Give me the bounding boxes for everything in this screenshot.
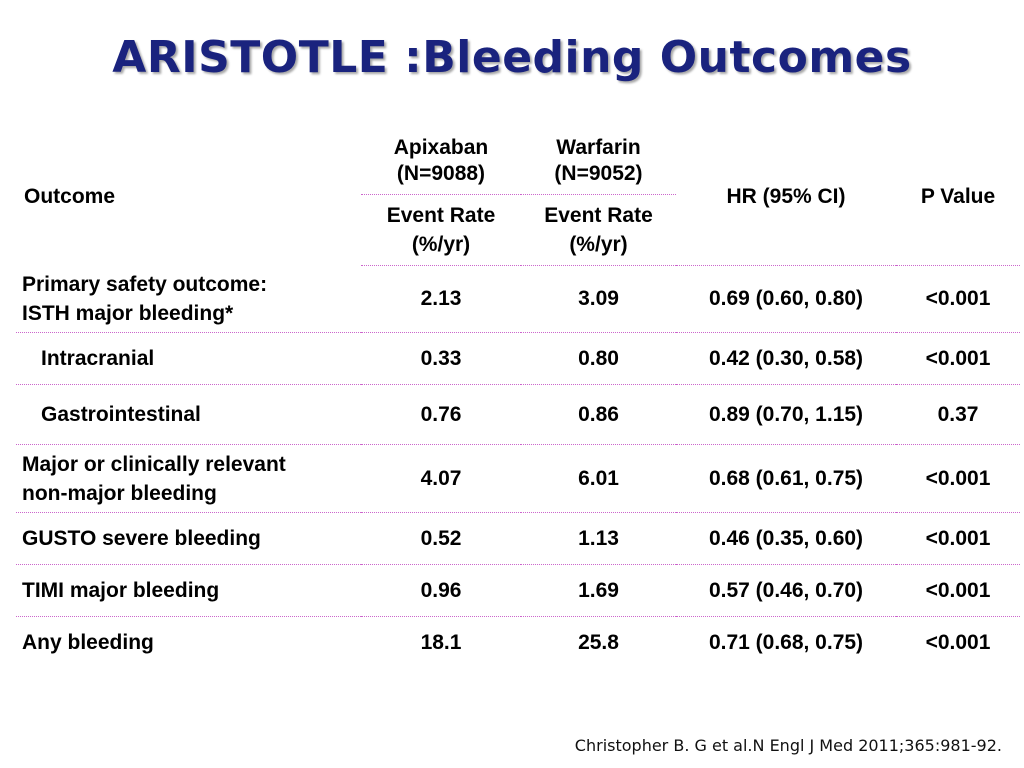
header-apixaban-event-rate: Event Rate (%/yr) xyxy=(361,194,521,266)
header-warfarin-n: (N=9052) xyxy=(554,162,643,185)
p-value-cell: <0.001 xyxy=(925,630,991,654)
outcome-label: Primary safety outcome: xyxy=(22,272,268,296)
event-rate-unit: (%/yr) xyxy=(411,233,471,256)
apixaban-rate-cell: 4.07 xyxy=(361,444,521,513)
outcome-cell: Major or clinically relevant non-major bl… xyxy=(16,444,361,513)
event-rate-unit: (%/yr) xyxy=(569,233,628,256)
warfarin-rate-cell: 0.86 xyxy=(521,384,676,445)
warfarin-rate-cell: 25.8 xyxy=(578,630,619,654)
outcome-label-cont: non-major bleeding xyxy=(22,481,217,505)
p-value-cell: 0.37 xyxy=(896,384,1020,445)
outcome-cell: TIMI major bleeding xyxy=(16,564,361,617)
p-value-cell: <0.001 xyxy=(896,444,1020,513)
header-p-value: P Value xyxy=(896,128,1020,266)
hr-cell: 0.46 (0.35, 0.60) xyxy=(676,512,896,565)
table-row: GUSTO severe bleeding 0.52 1.13 0.46 (0.… xyxy=(16,512,1020,565)
p-value-cell: <0.001 xyxy=(896,564,1020,617)
header-warfarin-name: Warfarin xyxy=(556,136,641,159)
header-warfarin: Warfarin (N=9052) xyxy=(521,128,676,195)
apixaban-rate-cell: 0.76 xyxy=(361,384,521,445)
hr-cell: 0.71 (0.68, 0.75) xyxy=(708,630,864,654)
outcome-cell: Any bleeding xyxy=(22,631,154,655)
p-value-cell: <0.001 xyxy=(896,512,1020,565)
apixaban-rate-cell: 0.52 xyxy=(361,512,521,565)
hr-cell: 0.89 (0.70, 1.15) xyxy=(676,384,896,445)
apixaban-rate-cell: 18.1 xyxy=(420,630,462,654)
header-warfarin-event-rate: Event Rate (%/yr) xyxy=(521,194,676,266)
hr-cell: 0.69 (0.60, 0.80) xyxy=(676,265,896,333)
header-apixaban-name: Apixaban xyxy=(393,136,489,159)
table-row: Major or clinically relevant non-major bl… xyxy=(16,444,1020,513)
outcome-cell: GUSTO severe bleeding xyxy=(16,512,361,565)
warfarin-rate-cell: 3.09 xyxy=(521,265,676,333)
table-row: Primary safety outcome: ISTH major bleedi… xyxy=(16,265,1020,333)
outcome-label: Major or clinically relevant xyxy=(22,452,286,476)
hr-cell: 0.42 (0.30, 0.58) xyxy=(676,332,896,385)
table-row: Gastrointestinal 0.76 0.86 0.89 (0.70, 1… xyxy=(16,384,1020,445)
p-value-cell: <0.001 xyxy=(896,265,1020,333)
hr-cell: 0.57 (0.46, 0.70) xyxy=(676,564,896,617)
hr-cell: 0.68 (0.61, 0.75) xyxy=(676,444,896,513)
outcome-cell: Gastrointestinal xyxy=(16,384,361,445)
outcome-cell: Intracranial xyxy=(16,332,361,385)
table-header-row: Outcome Apixaban (N=9088) Warfarin (N=9052… xyxy=(16,128,1020,266)
header-apixaban: Apixaban (N=9088) xyxy=(361,128,521,195)
warfarin-rate-cell: 1.69 xyxy=(521,564,676,617)
bleeding-outcomes-table: Outcome Apixaban (N=9088) Warfarin (N=9052… xyxy=(16,128,1020,669)
slide-title: ARISTOTLE :Bleeding Outcomes xyxy=(112,32,912,83)
table-subheader-row: Event Rate (%/yr) Event Rate (%/yr) xyxy=(16,194,1020,266)
apixaban-rate-cell: 2.13 xyxy=(361,265,521,333)
warfarin-rate-cell: 6.01 xyxy=(521,444,676,513)
event-rate-label: Event Rate xyxy=(386,204,496,227)
header-outcome: Outcome xyxy=(24,184,116,208)
citation: Christopher B. G et al.N Engl J Med 2011… xyxy=(574,736,1002,755)
table-row: Intracranial 0.33 0.80 0.42 (0.30, 0.58)… xyxy=(16,332,1020,385)
event-rate-label: Event Rate xyxy=(544,204,653,227)
p-value-cell: <0.001 xyxy=(896,332,1020,385)
table-row: Any bleeding 18.1 25.8 0.71 (0.68, 0.75)… xyxy=(16,617,1020,669)
warfarin-rate-cell: 0.80 xyxy=(521,332,676,385)
apixaban-rate-cell: 0.96 xyxy=(361,564,521,617)
apixaban-rate-cell: 0.33 xyxy=(361,332,521,385)
outcome-cell: Primary safety outcome: ISTH major bleedi… xyxy=(16,265,361,333)
outcome-label-cont: ISTH major bleeding* xyxy=(22,301,234,325)
header-hr: HR (95% CI) xyxy=(676,128,896,266)
header-apixaban-n: (N=9088) xyxy=(396,162,486,185)
warfarin-rate-cell: 1.13 xyxy=(521,512,676,565)
table-row: TIMI major bleeding 0.96 1.69 0.57 (0.46… xyxy=(16,564,1020,617)
